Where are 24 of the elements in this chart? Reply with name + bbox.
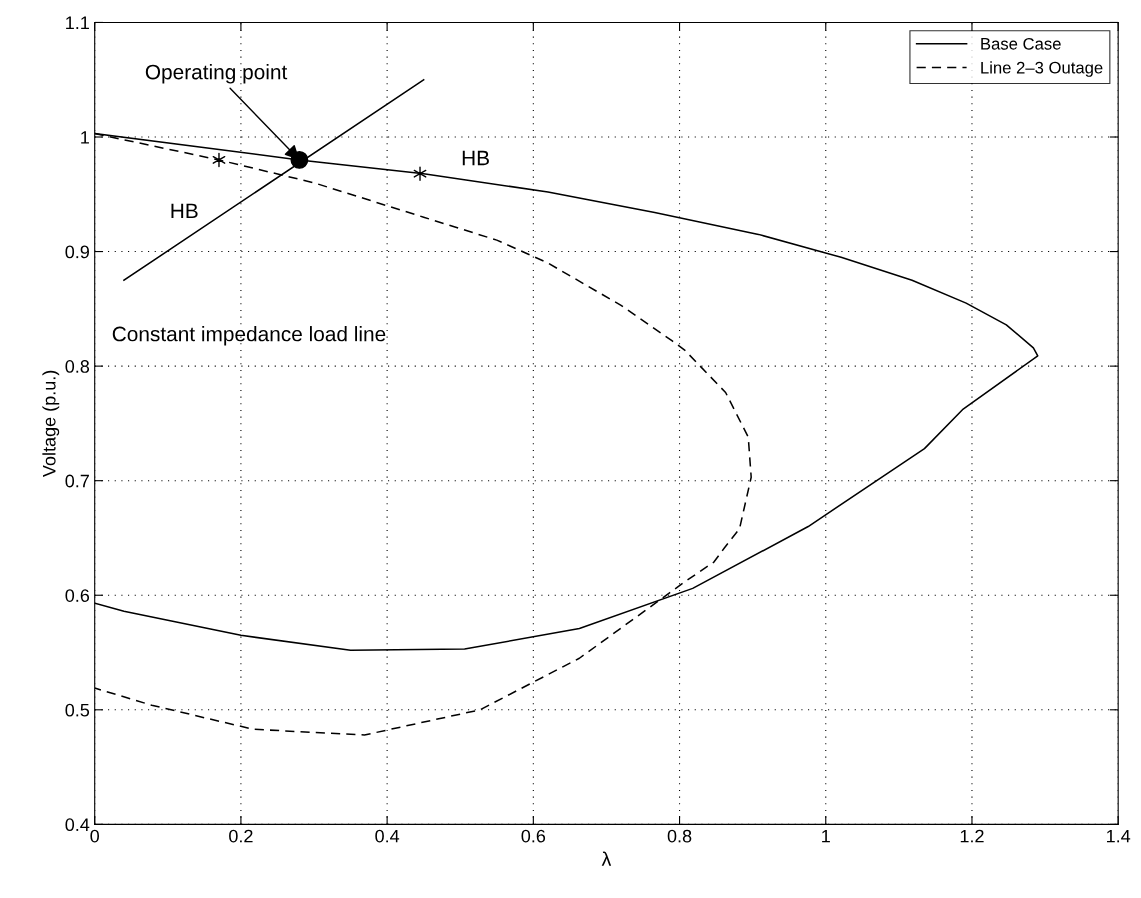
x-tick-label: 1.2 xyxy=(960,829,984,843)
y-tick-label: 1.1 xyxy=(66,16,89,29)
x-tick-label: 0 xyxy=(90,829,100,843)
y-tick-label: 0.7 xyxy=(65,474,89,488)
x-tick-label: 0.6 xyxy=(521,829,546,843)
annotation: Constant impedance load line xyxy=(112,326,386,346)
x-tick-label: 1.4 xyxy=(1107,829,1131,843)
y-axis-title: Voltage (p.u.) xyxy=(42,370,60,478)
legend-label: Line 2–3 Outage xyxy=(981,61,1103,77)
annotation: HB xyxy=(171,203,198,219)
y-tick-label: 0.8 xyxy=(65,360,90,373)
legend-label: Base Case xyxy=(981,37,1061,50)
annotation: HB xyxy=(462,150,489,166)
annotation: Operating point xyxy=(145,64,288,84)
x-tick-label: 0.2 xyxy=(229,829,253,843)
y-tick-label: 0.9 xyxy=(65,245,89,259)
y-tick-label: 0.5 xyxy=(65,703,90,717)
x-axis-title: λ xyxy=(601,851,612,866)
x-tick-label: 0.8 xyxy=(667,829,692,843)
y-tick-label: 0.6 xyxy=(65,589,90,602)
x-tick-label: 0.4 xyxy=(375,829,400,843)
x-tick-label: 1 xyxy=(822,829,830,843)
y-tick-label: 1 xyxy=(81,131,89,144)
y-tick-label: 0.4 xyxy=(65,818,90,832)
